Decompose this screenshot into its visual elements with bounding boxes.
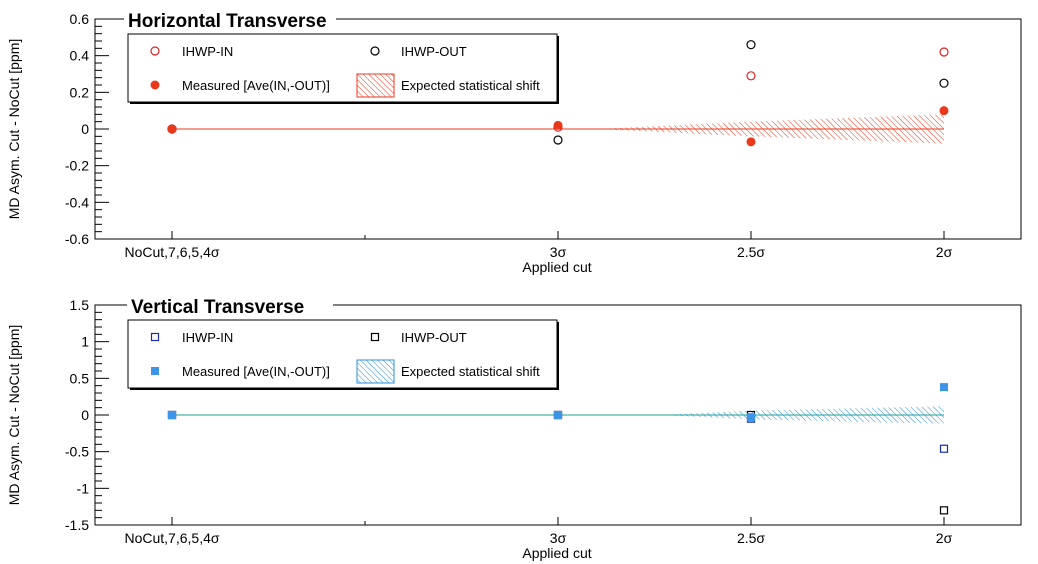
y-tick-label: -0.5	[65, 444, 89, 460]
legend-band-label: Expected statistical shift	[401, 78, 540, 93]
y-axis-title: MD Asym. Cut - NoCut [ppm]	[6, 39, 22, 219]
x-axis-title: Applied cut	[522, 545, 591, 561]
y-tick-label: 1	[81, 334, 89, 350]
ihwp-in-point	[939, 47, 949, 57]
ihwp-in-point	[939, 444, 949, 453]
legend-box	[127, 33, 558, 103]
legend-ihwp-out-marker	[370, 332, 380, 342]
ihwp-out-point	[939, 78, 949, 88]
x-tick-label: 2.5σ	[737, 530, 765, 546]
y-tick-label: 1.5	[70, 297, 90, 313]
legend-measured-marker	[150, 80, 160, 90]
legend-ihwp-out-label: IHWP-OUT	[401, 330, 467, 345]
chart-panel-vertical: 1.5 1 0.5 0 -0.5 -1 -1.5 NoCut,7,6,5,4σ 3σ 2.5σ 2σ…	[6, 294, 1022, 561]
x-tick-label: 2.5σ	[737, 244, 765, 260]
legend-ihwp-out-label: IHWP-OUT	[401, 44, 467, 59]
ihwp-in-point	[746, 71, 756, 81]
legend-ihwp-in-marker	[150, 332, 160, 342]
measured-point	[554, 411, 562, 419]
legend-measured-label: Measured [Ave(IN,-OUT)]	[182, 364, 330, 379]
y-tick-label: 0.4	[70, 48, 90, 64]
title-background	[127, 294, 333, 316]
measured-point	[747, 413, 755, 422]
legend-ihwp-out-marker	[370, 46, 380, 56]
legend-measured-label: Measured [Ave(IN,-OUT)]	[182, 78, 330, 93]
y-tick-label: 0	[81, 407, 89, 423]
y-tick-label: 0.2	[70, 84, 90, 100]
panel-title: Horizontal Transverse	[128, 11, 327, 32]
measured-point	[746, 137, 756, 147]
ihwp-out-point	[939, 506, 949, 515]
x-axis-title: Applied cut	[522, 259, 591, 275]
x-tick-label: 2σ	[936, 530, 953, 546]
x-tick-label: 3σ	[550, 244, 567, 260]
legend-ihwp-in-marker	[150, 46, 160, 56]
measured-point	[553, 120, 563, 130]
ihwp-out-point	[553, 135, 563, 145]
y-tick-label: -0.6	[65, 231, 89, 247]
legend-ihwp-in-label: IHWP-IN	[182, 330, 233, 345]
measured-point	[168, 411, 176, 419]
y-tick-label: -0.2	[65, 158, 89, 174]
y-tick-label: 0.5	[70, 370, 90, 386]
legend-band-swatch	[356, 73, 395, 98]
legend-measured-marker	[151, 367, 159, 375]
legend-box	[127, 319, 558, 389]
measured-point	[167, 124, 177, 134]
x-tick-label: 3σ	[550, 530, 567, 546]
legend-ihwp-in-label: IHWP-IN	[182, 44, 233, 59]
y-tick-label: -0.4	[65, 194, 89, 210]
y-axis-title: MD Asym. Cut - NoCut [ppm]	[6, 325, 22, 505]
x-tick-label: NoCut,7,6,5,4σ	[124, 530, 219, 546]
measured-point	[939, 106, 949, 116]
legend-band-label: Expected statistical shift	[401, 364, 540, 379]
y-tick-label: 0.6	[70, 11, 90, 27]
legend-band-swatch	[356, 359, 395, 384]
measured-point	[940, 383, 948, 392]
y-tick-label: 0	[81, 121, 89, 137]
y-tick-label: -1	[77, 480, 90, 496]
ihwp-out-point	[746, 40, 756, 50]
title-background	[124, 8, 336, 30]
expected-shift-band	[596, 114, 944, 144]
x-tick-label: NoCut,7,6,5,4σ	[124, 244, 219, 260]
expected-shift-band	[658, 406, 944, 424]
x-tick-label: 2σ	[936, 244, 953, 260]
panel-title: Vertical Transverse	[131, 297, 304, 318]
chart-panel-horizontal: 0.6 0.4 0.2 0 -0.2 -0.4 -0.6 NoCut,7,6,5,4σ 3σ 2.…	[6, 8, 1022, 275]
y-tick-label: -1.5	[65, 517, 89, 533]
